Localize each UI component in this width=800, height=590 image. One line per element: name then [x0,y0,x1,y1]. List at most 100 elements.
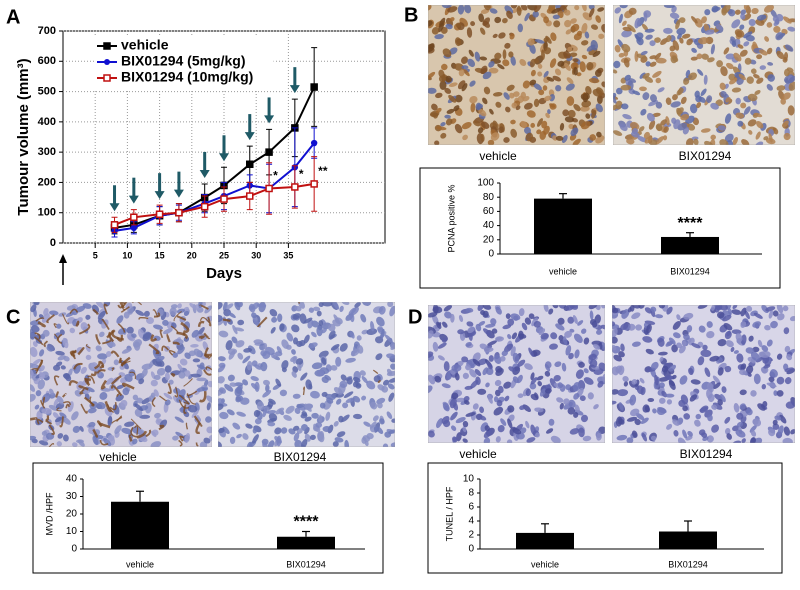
stain [72,349,77,360]
cell [563,62,571,71]
cell [581,5,587,12]
cell [709,355,720,362]
cell [650,306,657,313]
cell [281,367,287,373]
cell [324,374,332,381]
cell [95,345,102,352]
cell [585,86,592,95]
cell [30,346,38,358]
cell [231,336,238,344]
stain [96,369,106,374]
cell [191,373,202,378]
micrograph [218,302,395,447]
cell [563,398,570,405]
cell [262,390,272,398]
cell [588,78,600,84]
cell [462,134,468,141]
stain [161,345,170,351]
cell [279,323,285,331]
cell [574,5,580,11]
legend-marker [104,59,110,65]
cell [328,323,336,332]
stain [151,396,156,408]
cell [739,389,747,396]
y-axis-label: TUNEL / HPF [444,486,454,541]
cell [744,57,752,65]
stain [199,317,211,324]
cell [524,12,530,22]
stain [297,302,301,304]
cell [553,20,561,28]
cell [461,83,468,92]
cell [772,310,779,317]
stain [110,350,120,358]
cell [564,330,573,338]
cell [449,17,455,22]
cell [657,87,665,93]
cell [384,334,393,343]
cell [297,364,302,371]
cell [647,397,655,403]
marker [155,210,164,218]
dose-arrowhead [109,203,120,212]
cell [553,374,561,382]
cell [72,442,78,447]
cell [493,406,504,416]
cell [676,342,683,349]
cell [574,349,580,359]
cell [652,112,661,118]
stain [134,425,139,436]
cell [237,319,245,326]
cell [639,72,646,79]
bar [111,501,169,549]
cell [724,330,732,340]
cell [39,365,45,372]
cell [612,321,616,327]
cell [579,395,586,402]
cell [697,356,705,366]
cell [739,403,746,410]
cell [575,369,584,379]
cell [452,436,458,443]
cell [665,393,675,398]
micrograph [30,302,212,447]
start-arrowhead [59,254,67,263]
cell [559,122,565,131]
cell [747,93,758,102]
cell [598,33,605,40]
cell [498,126,504,134]
cell [218,356,226,362]
cell [632,305,641,309]
cell [732,425,740,432]
cell [290,356,298,362]
cell [299,340,306,347]
cell [461,56,468,64]
cell [276,346,282,354]
cell [530,372,535,381]
cell [532,11,539,18]
stain [68,380,79,386]
cell [428,351,434,359]
stain [199,304,209,310]
cell [438,69,445,79]
cell [240,397,250,405]
cell [153,389,159,397]
image-label: vehicle [459,447,497,461]
stain [119,302,126,311]
stain [63,401,71,406]
cell [529,58,536,68]
cell [450,313,455,323]
stain [207,354,212,360]
cell [321,328,327,334]
cell [461,122,472,130]
cell [450,411,458,421]
cell [613,130,623,136]
cell [612,400,617,405]
cell [624,74,631,81]
cell [761,384,767,390]
cell [712,402,723,410]
cell [428,43,435,49]
stain [45,419,52,425]
cell [373,375,381,383]
y-tick-label: 0 [71,544,77,555]
